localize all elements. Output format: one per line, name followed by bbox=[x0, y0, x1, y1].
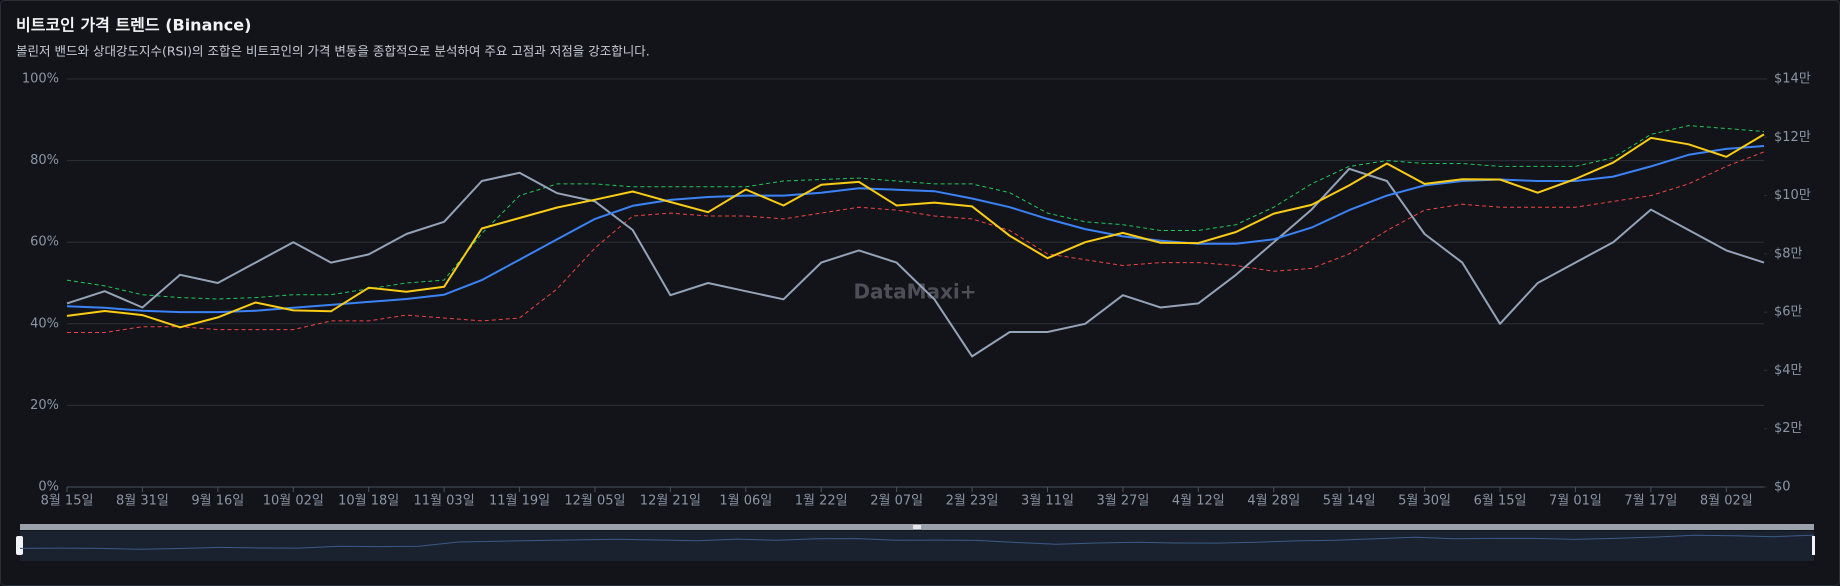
x-tick-label: 10월 02일 bbox=[263, 494, 324, 509]
zoom-grip[interactable] bbox=[913, 525, 921, 529]
series-line bbox=[67, 151, 1765, 333]
x-tick-label: 7월 17일 bbox=[1624, 494, 1677, 509]
x-tick-label: 1월 06일 bbox=[719, 494, 772, 509]
x-tick-label: 3월 27일 bbox=[1096, 494, 1149, 509]
y2-tick-label: $2만 bbox=[1774, 421, 1803, 436]
data-zoom[interactable] bbox=[16, 524, 1815, 561]
x-tick-label: 5월 14일 bbox=[1323, 494, 1376, 509]
x-tick-label: 12월 21일 bbox=[640, 494, 701, 509]
x-tick-label: 10월 18일 bbox=[338, 494, 399, 509]
zoom-window[interactable] bbox=[20, 531, 1814, 561]
y-tick-label: 20% bbox=[30, 398, 59, 413]
x-tick-label: 4월 12일 bbox=[1172, 494, 1225, 509]
y-tick-label: 100% bbox=[22, 72, 59, 87]
x-tick-label: 3월 11일 bbox=[1021, 494, 1074, 509]
y2-tick-label: $6만 bbox=[1774, 305, 1803, 320]
y2-tick-label: $4만 bbox=[1774, 363, 1803, 378]
y2-tick-label: $0 bbox=[1774, 480, 1791, 495]
x-tick-label: 11월 19일 bbox=[489, 494, 550, 509]
x-tick-label: 2월 07일 bbox=[870, 494, 923, 509]
watermark: DataMaxi+ bbox=[853, 280, 976, 304]
series-line bbox=[66, 125, 1765, 300]
zoom-handle-right[interactable] bbox=[1812, 536, 1815, 555]
zoom-handle-left[interactable] bbox=[16, 536, 23, 555]
y2-tick-label: $14만 bbox=[1774, 72, 1811, 87]
y-tick-label: 60% bbox=[30, 235, 59, 250]
y2-tick-label: $10만 bbox=[1774, 188, 1811, 203]
y-tick-label: 0% bbox=[38, 480, 59, 495]
x-tick-label: 11월 03일 bbox=[414, 494, 475, 509]
x-tick-label: 4월 28일 bbox=[1247, 494, 1300, 509]
series-line bbox=[66, 167, 1765, 358]
chart-title: 비트코인 가격 트렌드 (Binance) bbox=[16, 16, 251, 35]
x-tick-label: 6월 15일 bbox=[1474, 494, 1527, 509]
x-tick-label: 1월 22일 bbox=[795, 494, 848, 509]
x-tick-label: 8월 15일 bbox=[41, 494, 94, 509]
x-tick-label: 8월 02일 bbox=[1700, 494, 1753, 509]
x-tick-label: 12월 05일 bbox=[564, 494, 625, 509]
series-line bbox=[66, 133, 1765, 329]
x-tick-label: 8월 31일 bbox=[116, 494, 169, 509]
zoom-overview bbox=[19, 534, 1815, 550]
x-tick-label: 9월 16일 bbox=[191, 494, 244, 509]
x-tick-label: 5월 30일 bbox=[1398, 494, 1451, 509]
x-tick-label: 2월 23일 bbox=[946, 494, 999, 509]
y-tick-label: 40% bbox=[30, 316, 59, 331]
x-tick-label: 7월 01일 bbox=[1549, 494, 1602, 509]
y2-tick-label: $12만 bbox=[1774, 130, 1811, 145]
y-tick-label: 80% bbox=[30, 153, 59, 168]
y2-tick-label: $8만 bbox=[1774, 246, 1803, 261]
chart-subtitle: 볼린저 밴드와 상대강도지수(RSI)의 조합은 비트코인의 가격 변동을 종합… bbox=[16, 44, 650, 59]
